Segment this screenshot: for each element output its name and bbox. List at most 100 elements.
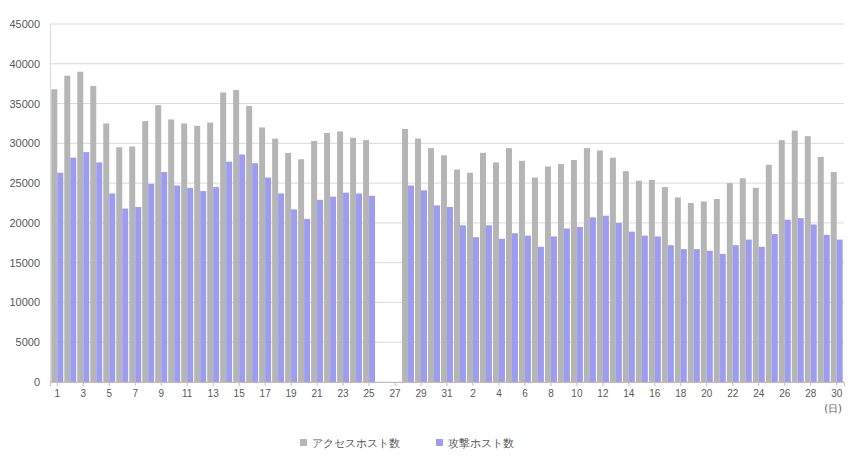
bar <box>460 225 466 382</box>
x-tick: 10 <box>571 382 583 399</box>
bar <box>610 158 616 382</box>
y-tick-label: 40000 <box>9 58 40 70</box>
bar <box>142 121 148 382</box>
bar <box>213 187 219 382</box>
x-tick-mark <box>395 382 396 386</box>
x-tick-label: 25 <box>363 388 375 399</box>
x-tick-label: 19 <box>286 388 298 399</box>
y-tick-label: 25000 <box>9 177 40 189</box>
bar <box>129 147 135 382</box>
bar <box>64 76 70 382</box>
y-tick-label: 0 <box>34 376 40 388</box>
x-tick-label: 22 <box>727 388 739 399</box>
x-tick: 16 <box>649 382 661 399</box>
x-tick-label: 15 <box>234 388 246 399</box>
bar <box>512 233 518 382</box>
bar <box>564 228 570 382</box>
x-tick: 3 <box>80 382 86 399</box>
legend-item: アクセスホスト数 <box>300 437 400 450</box>
bar <box>551 236 557 382</box>
bar <box>246 106 252 382</box>
x-tick-label: 16 <box>649 388 661 399</box>
bar <box>467 173 473 382</box>
x-axis-title: (日) <box>824 403 842 414</box>
bar <box>194 126 200 382</box>
bar <box>304 219 310 382</box>
x-tick: 9 <box>158 382 164 399</box>
legend: アクセスホスト数 攻撃ホスト数 <box>300 437 514 450</box>
bar <box>278 193 284 382</box>
y-tick-label: 45000 <box>9 18 40 30</box>
bar <box>265 178 271 382</box>
bar <box>135 207 141 382</box>
bar <box>415 139 421 382</box>
plot <box>51 72 842 382</box>
y-tick: 25000 <box>9 177 50 189</box>
bar <box>707 251 713 382</box>
bar <box>51 89 57 382</box>
y-tick: 35000 <box>9 98 50 110</box>
bar <box>337 131 343 382</box>
x-tick-label: 5 <box>106 388 112 399</box>
bar <box>233 90 239 382</box>
bar <box>727 183 733 382</box>
bar <box>668 245 674 382</box>
y-tick: 45000 <box>9 18 50 30</box>
x-tick-label: 27 <box>389 388 401 399</box>
x-tick-mark <box>369 382 370 386</box>
bar <box>701 201 707 382</box>
x-tick-label: 23 <box>338 388 350 399</box>
bar <box>824 235 830 382</box>
bar <box>662 187 668 382</box>
x-tick-mark <box>239 382 240 386</box>
x-tick-label: 7 <box>132 388 138 399</box>
bar <box>532 178 538 382</box>
x-tick-mark <box>447 382 448 386</box>
x-tick: 15 <box>234 382 246 399</box>
x-tick-mark <box>550 382 551 386</box>
legend-item: 攻撃ホスト数 <box>436 437 514 450</box>
bar <box>441 155 447 382</box>
bar <box>688 203 694 382</box>
x-tick-label: 8 <box>548 388 554 399</box>
x-tick: 12 <box>597 382 609 399</box>
bar <box>239 154 245 382</box>
x-tick-mark <box>628 382 629 386</box>
legend-swatch <box>300 439 307 446</box>
x-tick-mark <box>706 382 707 386</box>
x-tick-label: 6 <box>522 388 528 399</box>
bar <box>291 209 297 382</box>
grid-line <box>50 24 844 25</box>
bar <box>421 190 427 382</box>
bar <box>285 153 291 382</box>
bar <box>597 150 603 382</box>
bar <box>168 119 174 382</box>
x-tick-label: 29 <box>415 388 427 399</box>
x-tick-label: 21 <box>312 388 324 399</box>
bar <box>363 140 369 382</box>
x-tick-mark <box>317 382 318 386</box>
x-tick-label: 28 <box>805 388 817 399</box>
bar <box>356 193 362 382</box>
bar <box>473 237 479 382</box>
bar <box>181 123 187 382</box>
x-tick-label: 13 <box>208 388 220 399</box>
bar <box>103 123 109 382</box>
bar <box>116 147 122 382</box>
x-tick-mark <box>732 382 733 386</box>
bar <box>252 163 258 382</box>
bar <box>603 216 609 382</box>
x-tick-mark <box>135 382 136 386</box>
x-tick-label: 9 <box>158 388 164 399</box>
grid <box>50 24 844 382</box>
bar <box>571 160 577 382</box>
bar <box>655 236 661 382</box>
bar <box>545 166 551 382</box>
x-tick: 5 <box>106 382 112 399</box>
bar <box>96 162 102 382</box>
bar <box>746 240 752 382</box>
chart: 0500010000150002000025000300003500040000… <box>0 0 850 470</box>
x-tick: 6 <box>522 382 528 399</box>
bar <box>311 141 317 382</box>
bar <box>798 218 804 382</box>
